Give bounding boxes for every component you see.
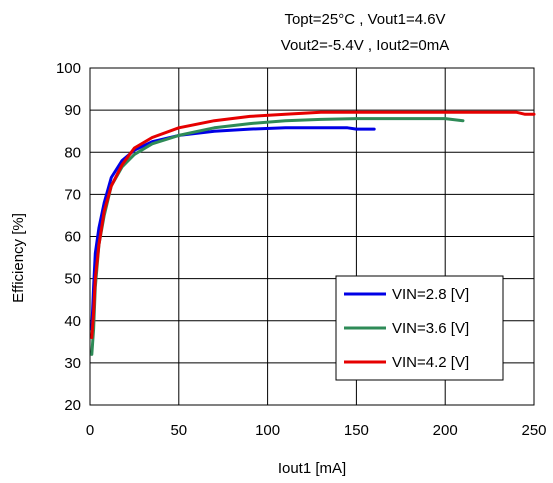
x-tick-label: 0 <box>86 422 94 439</box>
y-tick-label: 90 <box>64 102 81 119</box>
y-tick-label: 30 <box>64 355 81 372</box>
y-tick-label: 60 <box>64 229 81 246</box>
x-axis-label: Iout1 [mA] <box>278 460 346 477</box>
legend-label-3: VIN=4.2 [V] <box>392 354 469 371</box>
y-tick-label: 70 <box>64 186 81 203</box>
y-tick-label: 100 <box>56 60 81 77</box>
x-tick-label: 250 <box>521 422 546 439</box>
x-tick-label: 100 <box>255 422 280 439</box>
series-line-1 <box>90 126 376 331</box>
y-tick-label: 50 <box>64 271 81 288</box>
y-tick-label: 80 <box>64 144 81 161</box>
series-line-3 <box>90 110 536 340</box>
x-tick-label: 50 <box>170 422 187 439</box>
legend: VIN=2.8 [V] VIN=3.6 [V] VIN=4.2 [V] <box>335 275 504 381</box>
y-tick-label: 40 <box>64 313 81 330</box>
y-tick-label: 20 <box>64 397 81 414</box>
legend-label-2: VIN=3.6 [V] <box>392 320 469 337</box>
series-lines <box>90 110 536 356</box>
legend-label-1: VIN=2.8 [V] <box>392 286 469 303</box>
conditions-line-1: Topt=25°C , Vout1=4.6V <box>284 11 445 28</box>
conditions-line-2: Vout2=-5.4V , Iout2=0mA <box>281 37 449 54</box>
tick-labels: 0 50 100 150 200 250 20 30 40 50 60 70 80 90 100 <box>56 60 547 439</box>
y-axis-label: Efficiency [%] <box>10 213 27 303</box>
x-tick-label: 150 <box>344 422 369 439</box>
x-tick-label: 200 <box>433 422 458 439</box>
